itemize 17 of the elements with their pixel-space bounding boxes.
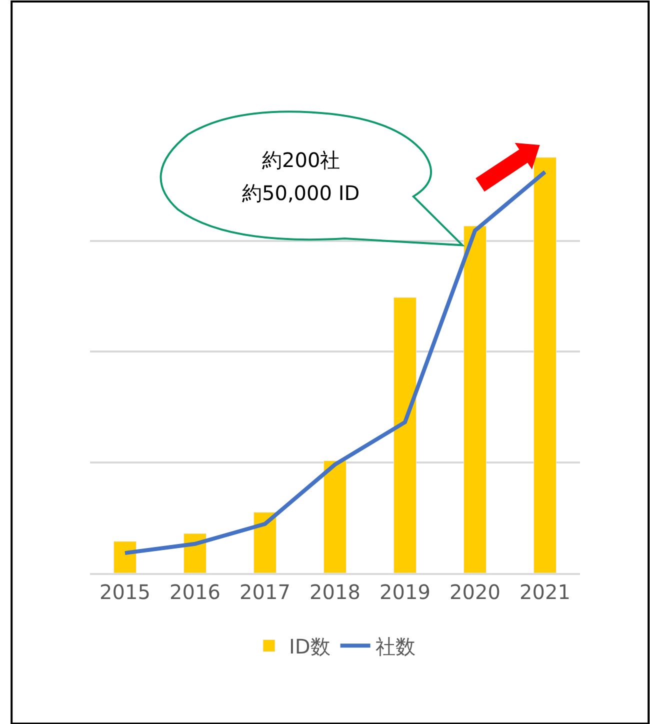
bar: [394, 297, 416, 573]
annotation: 約200社: [262, 148, 340, 172]
bar: [464, 226, 486, 573]
x-tick-label: 2017: [240, 580, 290, 604]
bar: [534, 157, 556, 573]
bar: [324, 460, 346, 573]
x-tick-label: 2020: [450, 580, 500, 604]
bar: [254, 512, 276, 573]
x-tick-label: 2016: [170, 580, 220, 604]
legend-label: 社数: [375, 634, 416, 658]
x-tick-label: 2019: [380, 580, 430, 604]
x-tick-label: 2018: [310, 580, 360, 604]
annotation: 約50,000 ID: [242, 181, 360, 205]
bar: [114, 541, 136, 573]
legend-label: ID数: [289, 634, 330, 658]
x-tick-label: 2021: [520, 580, 570, 604]
x-tick-label: 2015: [100, 580, 150, 604]
